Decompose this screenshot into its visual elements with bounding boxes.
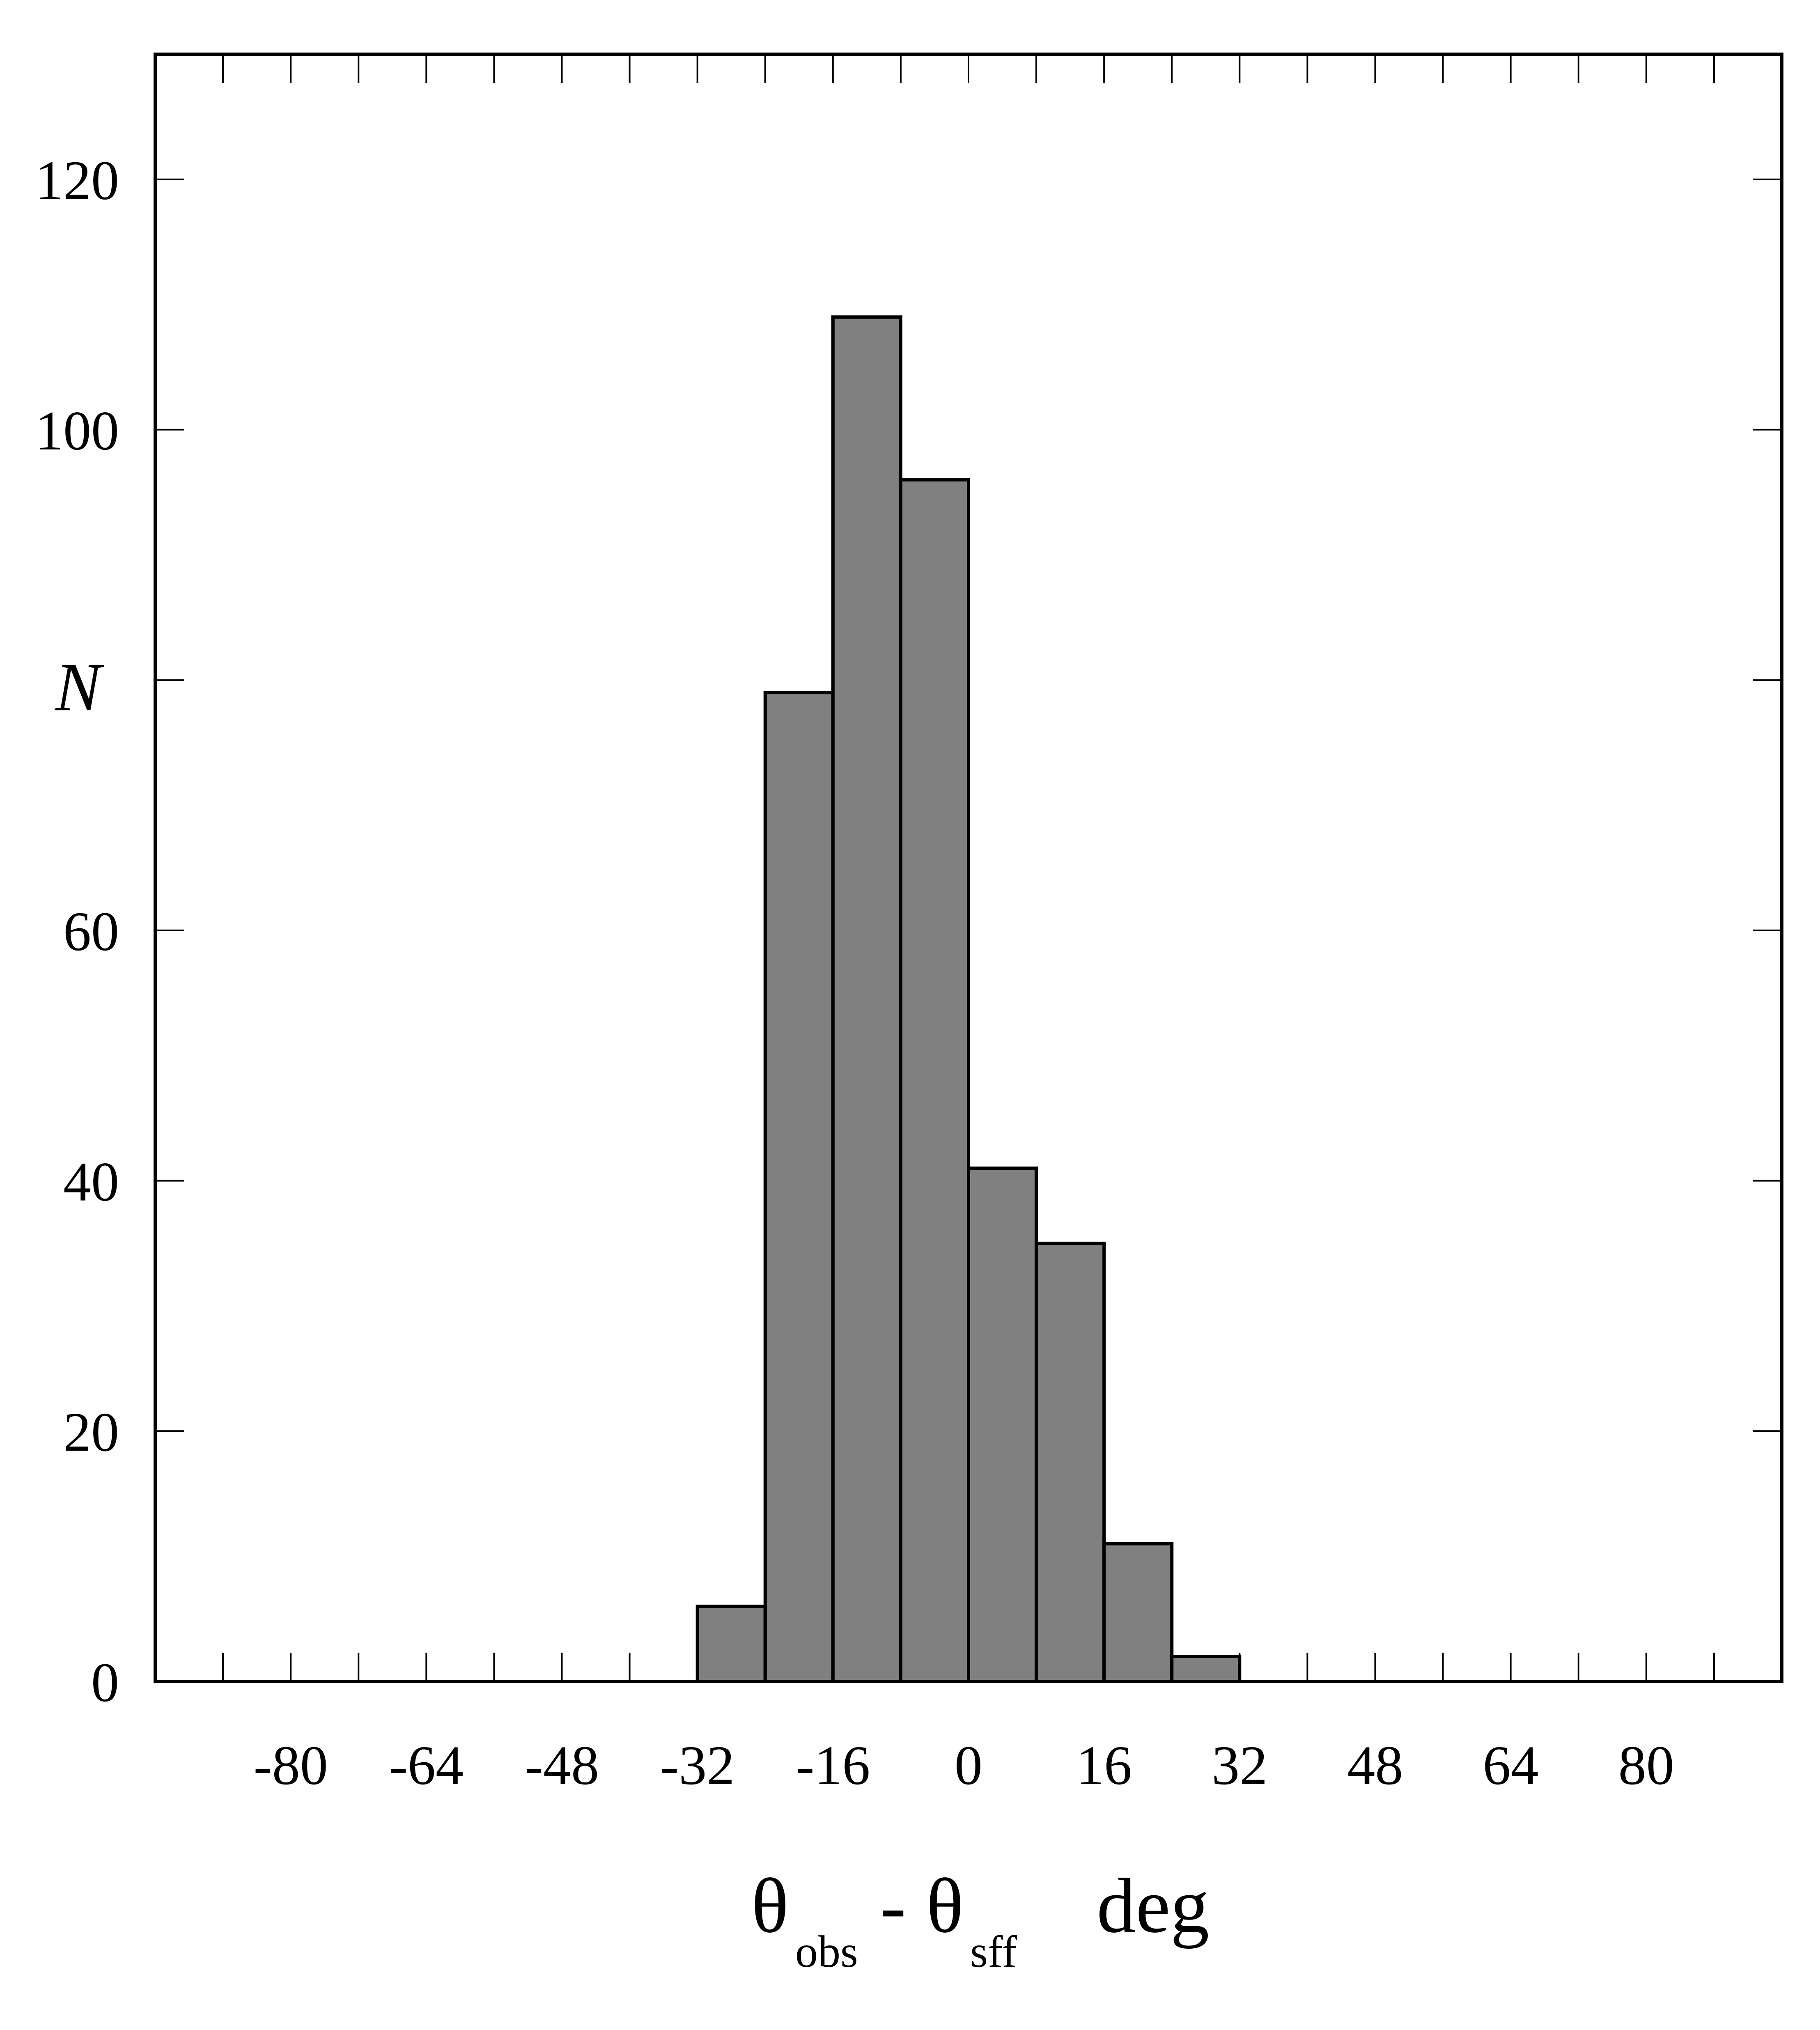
tick-marks xyxy=(155,54,1782,1681)
x-tick-label: 0 xyxy=(955,1735,982,1796)
x-axis-label-sub-1: obs xyxy=(795,1927,858,1977)
histogram-bar-3 xyxy=(899,478,971,1683)
x-axis-label-unit: deg xyxy=(1097,1863,1209,1949)
x-tick-label: -16 xyxy=(796,1735,870,1796)
x-tick-label: -64 xyxy=(389,1735,464,1796)
x-axis-label-sub-2: sff xyxy=(970,1927,1017,1977)
x-tick-label: 48 xyxy=(1347,1735,1403,1796)
histogram-bar-2 xyxy=(831,315,902,1683)
x-tick-label: 16 xyxy=(1076,1735,1132,1796)
histogram-bar-5 xyxy=(1035,1242,1106,1683)
x-tick-label: 80 xyxy=(1618,1735,1674,1796)
x-tick-label: 32 xyxy=(1212,1735,1267,1796)
x-axis-label: θ obs - θ sff deg xyxy=(751,1863,1210,1977)
x-axis-label-theta-2: θ xyxy=(926,1863,964,1949)
bars-group xyxy=(695,315,1242,1683)
y-tick-label: 100 xyxy=(35,400,119,462)
x-tick-label: 64 xyxy=(1483,1735,1539,1796)
histogram-bar-0 xyxy=(695,1605,767,1683)
histogram-bar-1 xyxy=(763,691,835,1683)
y-axis-label: N xyxy=(54,649,104,726)
x-axis-label-theta-1: θ xyxy=(751,1863,789,1949)
y-tick-labels: 0 20 40 60 100 120 xyxy=(35,150,119,1713)
y-tick-label: 120 xyxy=(35,150,119,211)
histogram-bar-4 xyxy=(967,1167,1038,1683)
plot-frame xyxy=(154,53,1783,1683)
histogram-bar-6 xyxy=(1102,1542,1174,1683)
x-axis-label-dash: - xyxy=(880,1863,906,1949)
x-tick-labels: -80 -64 -48 -32 -16 0 16 32 48 64 80 xyxy=(254,1735,1674,1796)
y-tick-label: 0 xyxy=(91,1652,119,1713)
x-tick-label: -80 xyxy=(254,1735,328,1796)
x-tick-label: -32 xyxy=(660,1735,734,1796)
y-tick-label: 20 xyxy=(63,1401,119,1463)
y-tick-label: 60 xyxy=(63,901,119,962)
x-tick-label: -48 xyxy=(525,1735,599,1796)
histogram-bar-7 xyxy=(1170,1655,1242,1683)
y-tick-label: 40 xyxy=(63,1151,119,1213)
